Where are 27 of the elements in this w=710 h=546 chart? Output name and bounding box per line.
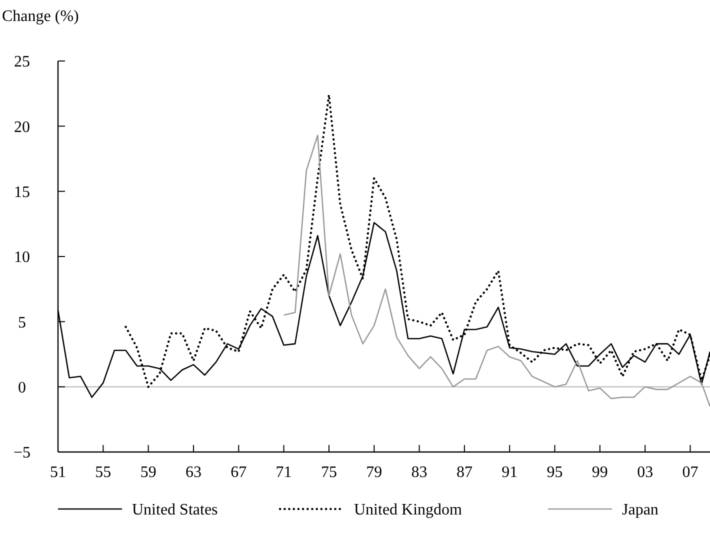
x-tick-label: 63 [185, 464, 202, 481]
y-axis-title: Change (%) [2, 8, 79, 25]
x-tick-label: 75 [320, 464, 337, 481]
y-tick-label: 25 [14, 54, 30, 71]
line-series [283, 134, 710, 408]
y-tick-label: 15 [14, 184, 30, 201]
x-tick-label: 03 [637, 464, 654, 481]
y-tick-label: 10 [14, 249, 30, 266]
x-tick-label: 95 [546, 464, 563, 481]
x-tick-label: 07 [682, 464, 698, 481]
x-tick-label: 99 [592, 464, 608, 481]
legend-label: United States [132, 502, 218, 519]
x-tick-label: 79 [366, 464, 382, 481]
x-tick-label: 59 [140, 464, 156, 481]
y-tick-label: 5 [18, 314, 26, 332]
x-tick-label: 51 [50, 464, 66, 481]
legend-label: Japan [622, 502, 658, 519]
x-tick-label: 87 [456, 464, 472, 481]
x-tick-label: 55 [95, 464, 112, 481]
x-tick-label: 83 [411, 464, 428, 481]
x-tick-label: 91 [502, 464, 518, 481]
y-tick-label: 20 [14, 118, 30, 136]
x-tick-label: 71 [276, 464, 292, 481]
y-tick-label: 0 [18, 379, 26, 396]
y-tick-label: −5 [13, 444, 31, 462]
x-tick-label: 67 [230, 464, 247, 481]
legend-label: United Kingdom [354, 502, 463, 519]
